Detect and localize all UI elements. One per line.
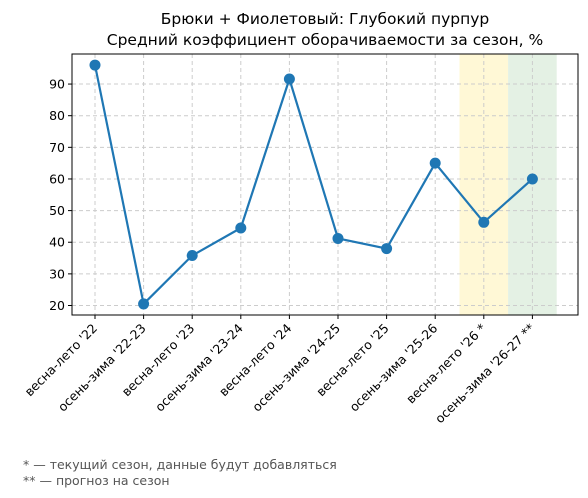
band-forecast [508,54,557,315]
highlight-bands [459,54,557,315]
chart-subtitle: Средний коэффициент оборачиваемости за с… [107,31,543,49]
x-tick-label: осень-зима '22-23 [55,321,149,415]
line-chart: 20 30 40 50 60 70 80 90 весна-лето '22осень-зим… [21,10,579,427]
grid-lines [72,54,578,315]
band-current [459,54,509,315]
y-tick-label: 90 [49,77,65,92]
y-tick-label: 30 [49,266,65,281]
x-tick-label: осень-зима '25-26 [346,320,440,414]
data-point [429,157,441,169]
y-tick-label: 40 [49,235,65,250]
plot-frame [71,53,579,316]
data-point [526,173,538,185]
y-axis: 20 30 40 50 60 70 80 90 [49,77,72,313]
data-point [332,232,344,244]
data-point [89,59,101,71]
x-tick-label: осень-зима '24-25 [249,321,343,415]
y-tick-label: 20 [49,298,65,313]
y-tick-label: 80 [49,108,65,123]
x-tick-label: осень-зима '23-24 [152,320,246,414]
chart-title: Брюки + Фиолетовый: Глубокий пурпур [161,10,490,28]
data-point [235,222,247,234]
data-point [381,243,393,255]
series-line [93,64,534,306]
data-point [186,250,198,262]
data-point [283,73,295,85]
y-tick-label: 50 [49,203,65,218]
footnote-current-season: * — текущий сезон, данные будут добавлят… [23,457,337,472]
x-tick-label: осень-зима '26-27 ** [432,321,538,427]
data-point [138,298,150,310]
data-point [478,216,490,228]
y-tick-label: 70 [49,140,65,155]
y-tick-label: 60 [49,171,65,186]
footnote-forecast: ** — прогноз на сезон [23,473,170,488]
series-layer [89,59,538,310]
